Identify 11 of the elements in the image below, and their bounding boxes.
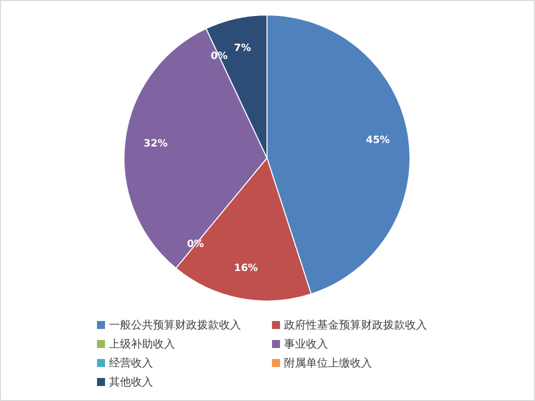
legend-label: 一般公共预算财政拨款收入 xyxy=(109,318,241,332)
legend-label: 事业收入 xyxy=(284,338,328,350)
legend-label: 上级补助收入 xyxy=(109,338,175,350)
legend-label: 政府性基金预算财政拨款收入 xyxy=(284,318,427,332)
legend-label: 附属单位上缴收入 xyxy=(284,356,372,370)
data-label: 16% xyxy=(234,262,258,274)
legend-label: 经营收入 xyxy=(109,356,153,370)
data-label: 32% xyxy=(144,138,168,150)
data-label: 7% xyxy=(234,42,252,54)
data-label: 45% xyxy=(366,134,390,146)
legend-label: 其他收入 xyxy=(109,376,153,388)
